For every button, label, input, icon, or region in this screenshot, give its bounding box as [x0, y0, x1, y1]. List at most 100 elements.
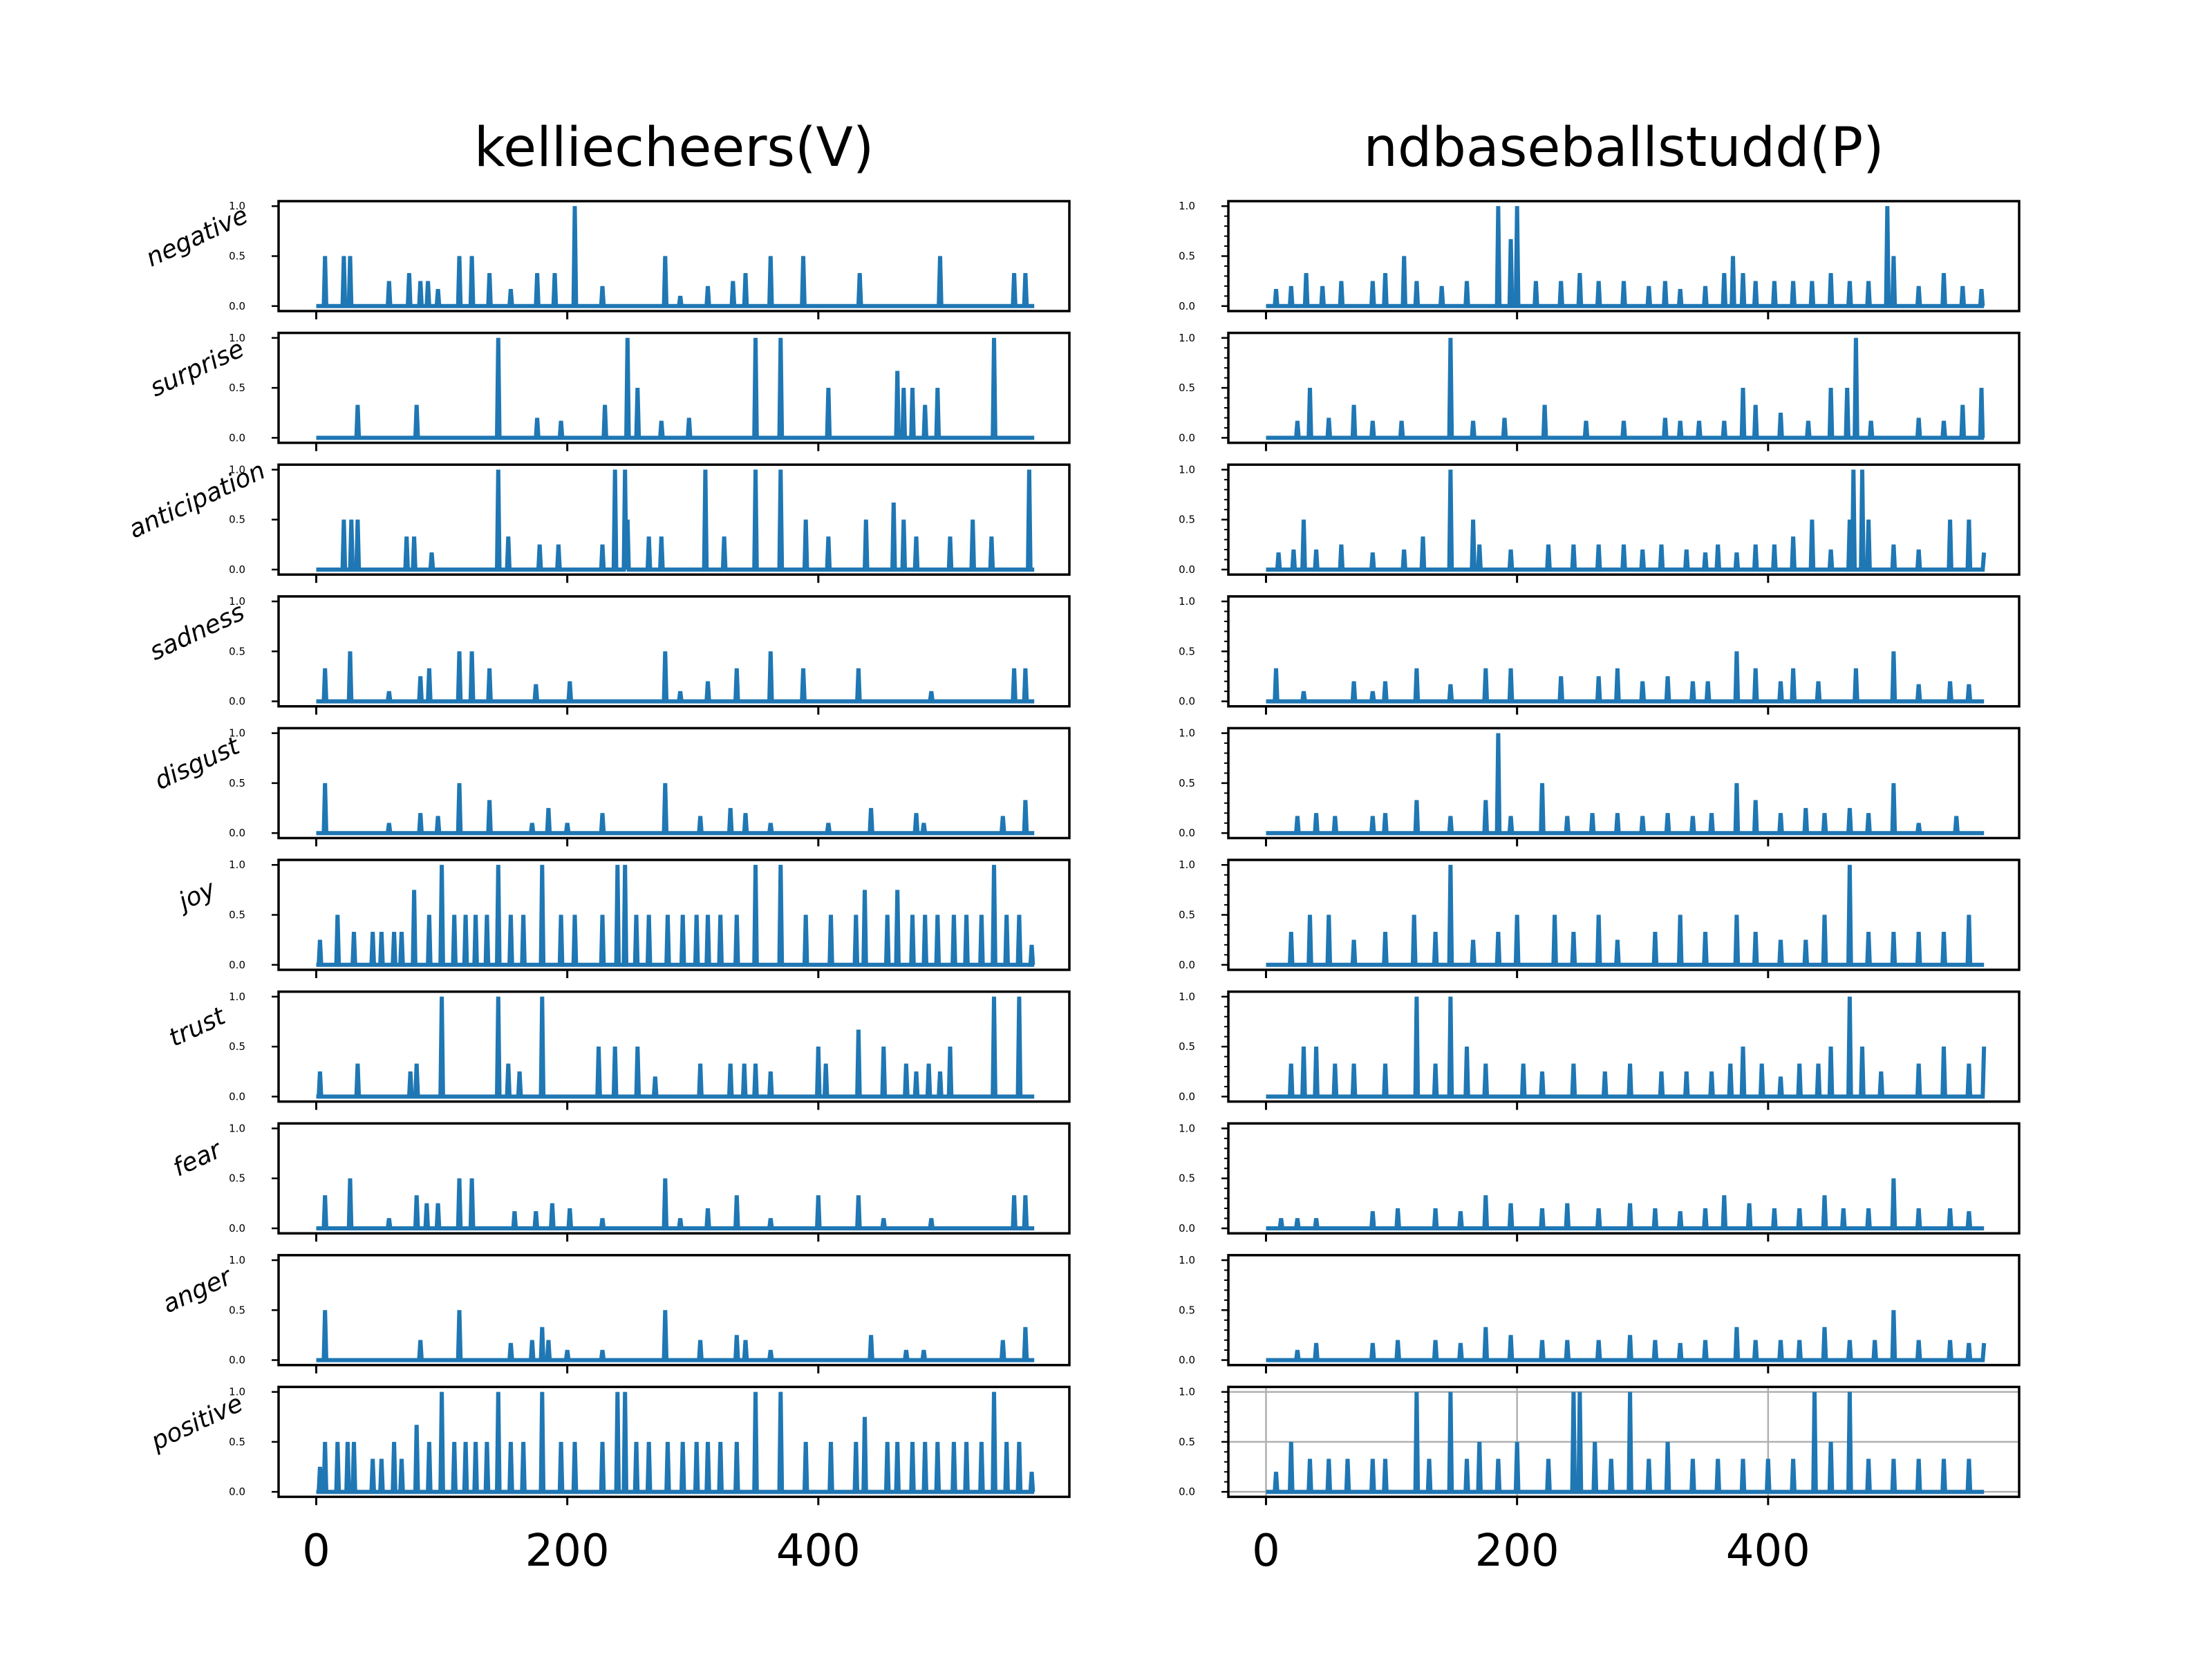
y-tick-label: 1.0: [229, 463, 245, 476]
y-tick-label: 0.5: [229, 1304, 245, 1316]
subplot-trust: 0.0 0.5 1.0: [1179, 991, 2021, 1110]
y-tick-label: 0.5: [229, 1040, 245, 1053]
y-tick-label: 0.0: [229, 431, 245, 444]
y-tick-label: 0.0: [1179, 1485, 1195, 1498]
series-line-surprise: [316, 337, 1035, 440]
y-tick-label: 0.5: [1179, 1172, 1195, 1185]
y-tick-label: 1.0: [229, 1254, 245, 1266]
series-line-fear: [316, 1178, 1035, 1230]
y-tick-label: 0.5: [1179, 645, 1195, 657]
series-line-anger: [1266, 1310, 1987, 1362]
panel-title: ndbaseballstudd(P): [1363, 117, 1884, 179]
y-tick-label: 0.5: [229, 382, 245, 394]
series-line-negative: [1266, 206, 1985, 308]
x-tick-label: 400: [776, 1526, 861, 1577]
y-tick-label: 1.0: [229, 332, 245, 344]
y-tick-label: 0.5: [229, 1172, 245, 1185]
y-tick-label: 0.5: [229, 1436, 245, 1448]
y-tick-label: 0.0: [229, 300, 245, 312]
y-tick-label: 0.0: [1179, 1090, 1195, 1103]
y-tick-label: 0.0: [229, 1090, 245, 1103]
y-tick-label: 0.0: [229, 827, 245, 839]
y-tick-label: 1.0: [1179, 200, 1195, 212]
y-tick-label: 1.0: [229, 1122, 245, 1134]
subplot-surprise: 0.0 0.5 1.0: [1179, 332, 2021, 451]
y-tick-label: 0.5: [229, 777, 245, 789]
y-tick-label: 1.0: [229, 595, 245, 608]
y-tick-label: 0.0: [1179, 300, 1195, 312]
y-tick-label: 0.0: [229, 563, 245, 576]
y-tick-label: 1.0: [229, 727, 245, 740]
y-tick-label: 1.0: [229, 991, 245, 1003]
y-tick-label: 0.5: [1179, 382, 1195, 394]
series-line-disgust: [316, 782, 1035, 836]
y-tick-label: 1.0: [1179, 332, 1195, 344]
y-tick-label: 0.5: [229, 514, 245, 526]
y-tick-label: 0.5: [1179, 514, 1195, 526]
series-line-anticipation: [316, 469, 1035, 572]
series-line-anger: [316, 1310, 1035, 1362]
y-tick-label: 0.5: [1179, 1304, 1195, 1316]
x-tick-label: 0: [302, 1526, 330, 1577]
y-tick-label: 0.0: [229, 1485, 245, 1498]
subplot-anger: 0.0 0.5 1.0: [1179, 1254, 2021, 1374]
y-tick-label: 0.0: [229, 1222, 245, 1235]
series-line-positive: [316, 1391, 1035, 1494]
y-tick-label: 0.0: [1179, 563, 1195, 576]
y-tick-label: 0.0: [1179, 695, 1195, 708]
y-tick-label: 1.0: [1179, 1122, 1195, 1134]
subplot-fear: 0.0 0.5 1.0: [1179, 1122, 2021, 1242]
subplot-positive: 0.0 0.5 1.0: [1179, 1386, 2021, 1506]
y-tick-label: 0.0: [1179, 827, 1195, 839]
series-line-positive: [1266, 1391, 1985, 1494]
y-tick-label: 0.5: [229, 909, 245, 921]
y-tick-label: 0.5: [1179, 1436, 1195, 1448]
y-tick-label: 0.5: [1179, 777, 1195, 789]
y-tick-label: 1.0: [1179, 463, 1195, 476]
y-tick-label: 0.5: [229, 645, 245, 657]
x-tick-label: 200: [1475, 1526, 1559, 1577]
y-tick-label: 1.0: [1179, 595, 1195, 608]
y-tick-label: 0.0: [229, 1354, 245, 1367]
y-tick-label: 0.5: [1179, 909, 1195, 921]
y-tick-label: 1.0: [1179, 859, 1195, 871]
y-tick-label: 0.0: [1179, 1354, 1195, 1367]
x-tick-label: 0: [1252, 1526, 1280, 1577]
series-line-fear: [1266, 1178, 1985, 1230]
series-line-anticipation: [1266, 469, 1987, 572]
x-tick-label: 400: [1726, 1526, 1810, 1577]
y-tick-label: 1.0: [229, 1386, 245, 1398]
y-tick-label: 0.5: [1179, 250, 1195, 263]
y-tick-label: 0.5: [229, 250, 245, 263]
series-line-sadness: [316, 651, 1035, 704]
series-line-joy: [1266, 865, 1985, 967]
y-tick-label: 0.0: [1179, 431, 1195, 444]
series-line-joy: [316, 865, 1035, 967]
panel-title: kelliecheers(V): [474, 117, 874, 179]
y-tick-label: 0.0: [229, 695, 245, 708]
subplot-disgust: 0.0 0.5 1.0: [1179, 727, 2021, 847]
subplot-anticipation: 0.0 0.5 1.0: [1179, 463, 2021, 583]
subplot-negative: 0.0 0.5 1.0: [1179, 200, 2021, 319]
y-tick-label: 1.0: [229, 200, 245, 212]
y-tick-label: 0.0: [229, 959, 245, 971]
subplot-joy: 0.0 0.5 1.0: [1179, 859, 2021, 978]
y-tick-label: 1.0: [1179, 991, 1195, 1003]
subplot-sadness: 0.0 0.5 1.0: [1179, 595, 2021, 715]
series-line-negative: [316, 206, 1035, 308]
series-line-disgust: [1266, 733, 1985, 836]
series-line-trust: [316, 996, 1035, 1099]
y-tick-label: 1.0: [1179, 1254, 1195, 1266]
x-tick-label: 200: [525, 1526, 610, 1577]
y-tick-label: 0.5: [1179, 1040, 1195, 1053]
y-tick-label: 1.0: [1179, 727, 1195, 740]
y-tick-label: 1.0: [229, 859, 245, 871]
series-line-sadness: [1266, 651, 1985, 704]
y-tick-label: 1.0: [1179, 1386, 1195, 1398]
series-line-surprise: [1266, 337, 1985, 440]
y-tick-label: 0.0: [1179, 959, 1195, 971]
series-line-trust: [1266, 996, 1987, 1099]
